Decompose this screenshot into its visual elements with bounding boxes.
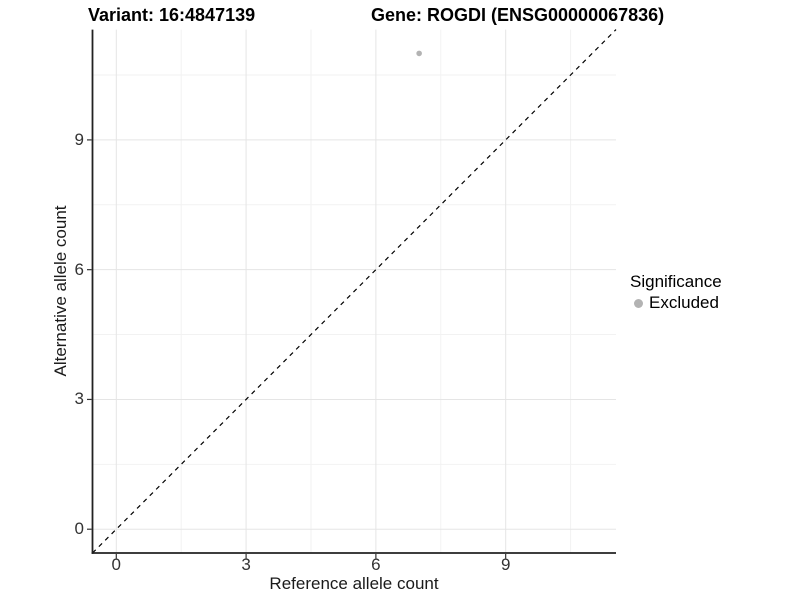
y-tick-label: 9 bbox=[74, 129, 84, 149]
y-tick-label: 6 bbox=[74, 259, 84, 279]
y-tick-label: 0 bbox=[74, 519, 84, 539]
legend-title: Significance bbox=[630, 272, 722, 291]
y-axis-title: Alternative allele count bbox=[51, 205, 70, 377]
legend-item-label: Excluded bbox=[649, 293, 719, 312]
data-point bbox=[416, 50, 422, 57]
x-axis-title: Reference allele count bbox=[269, 574, 439, 593]
legend-item-excluded: Excluded bbox=[630, 294, 722, 312]
y-tick-label: 3 bbox=[74, 389, 84, 409]
plot-title-gene: Gene: ROGDI (ENSG00000067836) bbox=[371, 5, 665, 25]
identity-dashed-line bbox=[92, 29, 617, 554]
x-tick-label: 0 bbox=[111, 555, 122, 574]
excluded-point-marker-icon bbox=[634, 298, 643, 308]
legend: Significance Excluded bbox=[630, 272, 722, 312]
x-tick-label: 6 bbox=[371, 555, 381, 574]
x-tick-label: 9 bbox=[500, 555, 511, 574]
x-tick-label: 3 bbox=[241, 555, 251, 574]
plot-title-variant: Variant: 16:4847139 bbox=[88, 5, 256, 25]
